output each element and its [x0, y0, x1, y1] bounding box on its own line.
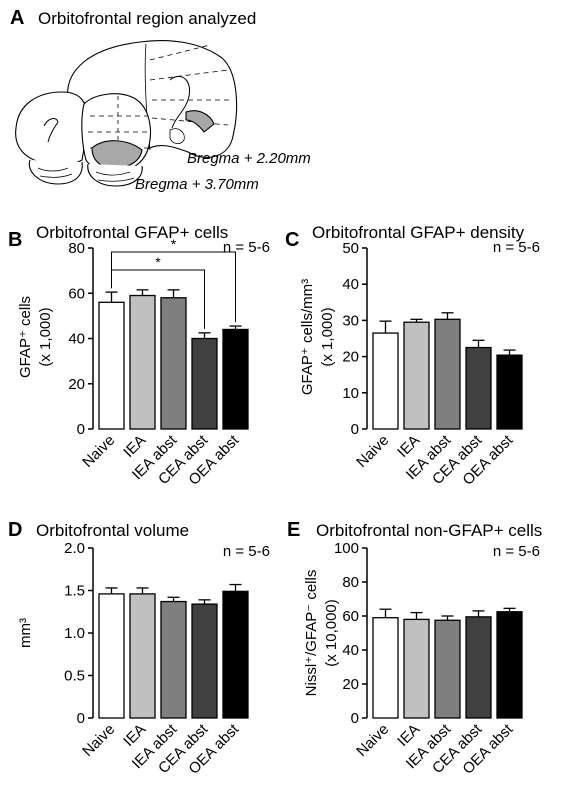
y-axis-label: GFAP⁺ cells (x 1,000) — [17, 296, 54, 378]
chart-title: Orbitofrontal non-GFAP+ cells — [316, 521, 542, 540]
bar-iea — [403, 321, 430, 430]
bar-cea-abst — [465, 346, 492, 430]
y-tick-label: 0.5 — [64, 668, 85, 685]
y-axis-label: Nissl⁺/GFAP⁻ cells (x 10,000) — [303, 570, 340, 697]
significance-star: * — [171, 236, 177, 252]
y-tick-label: 100 — [334, 540, 359, 557]
y-tick-label: 40 — [342, 276, 359, 293]
bar-cea-abst — [191, 337, 218, 430]
panel-letter: B — [8, 229, 22, 251]
y-tick-label: 1.0 — [64, 625, 85, 642]
bregma-label-2: Bregma + 3.70mm — [135, 176, 259, 193]
bar-naive — [98, 301, 125, 430]
chart-e: E Orbitofrontal non-GFAP+ cells n = 5-6 0 20… — [287, 519, 542, 778]
bar-naive — [98, 593, 125, 719]
bar-naive — [372, 332, 399, 430]
bar-iea-abst — [160, 600, 187, 719]
y-tick-label: 80 — [342, 574, 359, 591]
bar-naive — [372, 617, 399, 719]
y-tick-label: 30 — [342, 312, 359, 329]
category-label: Naive — [79, 432, 118, 471]
y-tick-label: 50 — [342, 240, 359, 257]
y-axis-label-line: (x 1,000) — [319, 307, 336, 366]
chart-d: D Orbitofrontal volume n = 5-6 0 0.5 1.0 1.5 2.… — [8, 519, 270, 778]
y-tick-label: 1.5 — [64, 583, 85, 600]
y-tick-label: 60 — [342, 608, 359, 625]
category-label: Naive — [353, 721, 392, 760]
bar-iea — [129, 593, 156, 719]
y-tick-label: 60 — [68, 285, 85, 302]
bar-iea-abst — [434, 318, 461, 430]
y-tick-label: 20 — [68, 376, 85, 393]
bregma-label-1: Bregma + 2.20mm — [187, 150, 311, 167]
bar-oea-abst — [496, 611, 523, 719]
bar-iea-abst — [160, 297, 187, 430]
brain-section-illustration — [15, 40, 238, 187]
bar-iea-abst — [434, 619, 461, 719]
y-axis-label-line: GFAP⁺ cells/mm³ — [299, 279, 316, 395]
y-tick-label: 0 — [351, 710, 359, 727]
y-axis-label-line: (x 1,000) — [37, 307, 54, 366]
y-tick-label: 20 — [342, 349, 359, 366]
y-axis-label-line: Nissl⁺/GFAP⁻ cells — [303, 570, 320, 697]
y-tick-label: 80 — [68, 240, 85, 257]
significance-bracket — [111, 251, 236, 323]
y-tick-label: 0 — [77, 710, 85, 727]
y-axis-label: GFAP⁺ cells/mm³ (x 1,000) — [299, 279, 336, 395]
n-label: n = 5-6 — [223, 543, 270, 560]
y-tick-label: 2.0 — [64, 540, 85, 557]
y-tick-label: 0 — [351, 421, 359, 438]
bar-cea-abst — [465, 616, 492, 719]
n-label: n = 5-6 — [223, 239, 270, 256]
y-axis-label-line: mm³ — [17, 618, 34, 648]
y-tick-label: 0 — [77, 421, 85, 438]
category-label: Naive — [79, 721, 118, 760]
y-tick-label: 20 — [342, 676, 359, 693]
y-tick-label: 40 — [342, 642, 359, 659]
bar-oea-abst — [496, 354, 523, 430]
panel-letter: D — [8, 519, 22, 541]
y-tick-label: 40 — [68, 331, 85, 348]
y-axis-label-line: (x 10,000) — [323, 599, 340, 667]
bar-iea — [403, 618, 430, 719]
y-axis-label-line: GFAP⁺ cells — [17, 296, 34, 378]
n-label: n = 5-6 — [493, 239, 540, 256]
significance-star: * — [155, 254, 161, 270]
panel-letter: C — [285, 229, 299, 251]
bar-cea-abst — [191, 603, 218, 719]
panel-a-letter: A — [10, 7, 24, 29]
chart-title: Orbitofrontal GFAP+ density — [312, 223, 525, 242]
significance-bracket — [111, 269, 205, 329]
panel-letter: E — [287, 519, 300, 541]
n-label: n = 5-6 — [493, 543, 540, 560]
chart-title: Orbitofrontal GFAP+ cells — [36, 223, 228, 242]
y-tick-label: 10 — [342, 385, 359, 402]
category-label: Naive — [353, 432, 392, 471]
panel-a-title: Orbitofrontal region analyzed — [38, 9, 256, 28]
chart-title: Orbitofrontal volume — [36, 521, 189, 540]
bar-oea-abst — [222, 328, 249, 430]
bar-oea-abst — [222, 590, 249, 719]
bar-iea — [129, 294, 156, 430]
y-axis-label: mm³ — [17, 618, 34, 648]
